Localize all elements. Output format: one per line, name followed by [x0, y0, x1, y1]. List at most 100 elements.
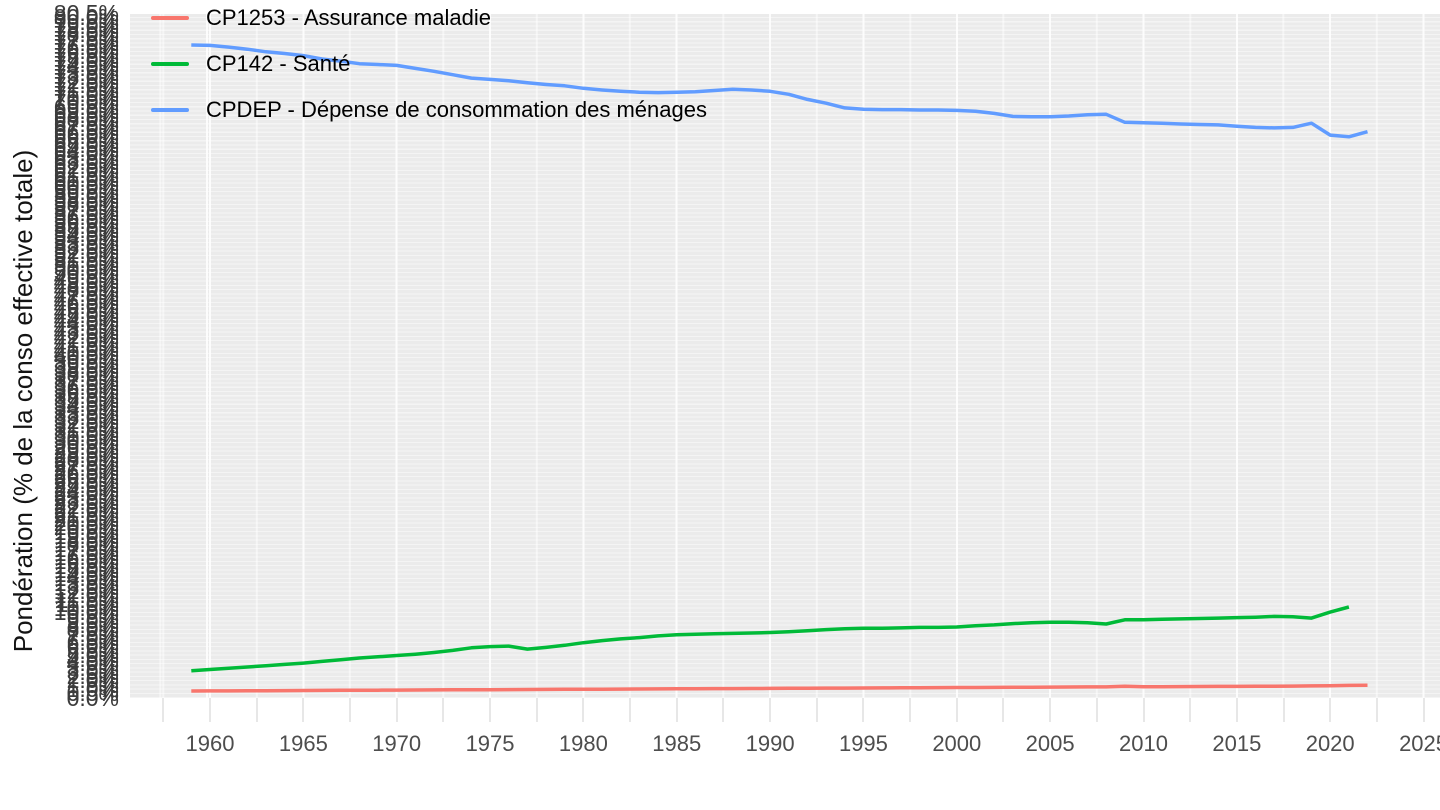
y-axis-tick-label: 52.0%	[53, 242, 119, 269]
y-axis-tick-label: 5.5%	[66, 637, 119, 664]
y-axis-tick-label: 4.5%	[66, 646, 119, 673]
y-axis-tick-label: 71.0%	[53, 80, 119, 107]
x-axis-tick	[955, 698, 958, 722]
y-axis-tick-label: 13.5%	[53, 569, 119, 596]
y-axis-tick-label: 47.0%	[53, 284, 119, 311]
y-axis-tick-label: 49.5%	[53, 263, 119, 290]
y-axis-tick-label: 7.0%	[66, 624, 119, 651]
y-axis-tick-label: 23.0%	[53, 488, 119, 515]
x-axis-tick	[1282, 698, 1285, 722]
x-axis-tick-label: 1975	[465, 731, 515, 756]
y-axis-tick-label: 75.5%	[53, 42, 119, 69]
x-axis-tick-label: 2025	[1399, 731, 1440, 756]
x-axis-tick-label: 2010	[1119, 731, 1168, 756]
x-axis-tick	[815, 698, 818, 722]
y-axis-tick-label: 22.0%	[53, 497, 119, 524]
y-axis-tick-label: 29.5%	[53, 433, 119, 460]
y-axis-tick-label: 28.0%	[53, 446, 119, 473]
y-axis-tick-label: 17.5%	[53, 535, 119, 562]
y-axis-tick-label: 2.5%	[66, 663, 119, 690]
y-axis-tick-label: 54.0%	[53, 225, 119, 252]
y-axis-tick-label: 11.0%	[55, 590, 119, 617]
y-axis-tick-label: 79.5%	[53, 8, 119, 35]
x-axis-tick	[582, 698, 585, 722]
y-axis-tick-label: 68.0%	[53, 106, 119, 133]
y-axis-tick-label: 10.5%	[53, 595, 119, 622]
y-axis-tick-label: 55.0%	[53, 216, 119, 243]
y-axis-tick-label: 57.0%	[53, 199, 119, 226]
x-axis-tick	[209, 698, 211, 722]
y-axis-tick-label: 60.0%	[53, 174, 119, 201]
legend-item-cp142: CP142 - Santé	[151, 51, 707, 77]
legend-key-line-green	[151, 62, 189, 66]
y-axis-tick-label: 33.0%	[53, 403, 119, 430]
y-axis-tick-label: 78.5%	[53, 17, 119, 43]
y-axis-tick-label: 9.5%	[66, 603, 119, 630]
y-axis-tick-label: 40.5%	[53, 340, 119, 367]
y-axis-tick-label: 35.5%	[53, 382, 119, 409]
y-axis-tick-label: 11.5%	[55, 586, 119, 613]
y-axis-tick-label: 46.5%	[53, 289, 119, 316]
y-axis-tick-label: 50.5%	[53, 255, 119, 282]
y-axis-tick-label: 56.5%	[53, 204, 119, 231]
x-axis-tick	[1049, 698, 1052, 722]
y-axis-tick-label: 64.5%	[53, 136, 119, 163]
y-axis-tick-label: 32.5%	[53, 408, 119, 435]
legend-item-cp1253: CP1253 - Assurance maladie	[151, 5, 707, 31]
y-axis-tick-label: 21.5%	[53, 501, 119, 528]
y-axis-tick-label: 34.0%	[53, 395, 119, 422]
y-axis-tick-label: 67.5%	[53, 110, 119, 137]
x-axis-tick	[535, 698, 538, 722]
y-axis-tick-label: 8.5%	[66, 612, 119, 639]
y-axis-tick-label: 12.0%	[53, 582, 119, 609]
y-axis-tick-label: 53.5%	[53, 229, 119, 256]
x-axis-tick-label: 2005	[1025, 731, 1075, 756]
y-axis-tick-label: 76.5%	[53, 34, 119, 61]
x-axis-tick	[1422, 698, 1425, 722]
y-axis-tick-label: 44.5%	[53, 306, 119, 333]
legend: CP1253 - Assurance maladie CP142 - Santé…	[151, 5, 707, 143]
y-axis-tick-label: 26.0%	[53, 463, 119, 490]
y-axis-tick-label: 26.5%	[53, 459, 119, 486]
y-axis-tick-label: 7.5%	[66, 620, 119, 647]
y-axis-tick-label: 31.0%	[53, 420, 119, 447]
y-axis-tick-label: 22.5%	[53, 493, 119, 520]
y-axis-tick-label: 3.0%	[66, 658, 119, 685]
x-axis-tick	[302, 698, 305, 722]
x-axis-tick	[722, 698, 725, 722]
y-axis-tick-label: 65.5%	[53, 127, 119, 154]
y-axis-tick-label: 48.5%	[53, 272, 119, 299]
legend-key-line-blue	[151, 108, 189, 112]
x-axis-tick	[862, 698, 865, 722]
y-axis-tick-label: 12.5%	[53, 578, 119, 605]
x-axis-tick	[395, 698, 398, 722]
y-axis-tick-label: 25.0%	[53, 471, 119, 498]
y-axis-tick-label: 35.0%	[53, 386, 119, 413]
y-axis-tick-label: 47.5%	[53, 280, 119, 307]
x-axis-tick-label: 1970	[372, 731, 422, 756]
y-axis-tick-label: 19.0%	[53, 522, 119, 549]
y-axis-tick-label: 68.5%	[53, 102, 119, 129]
x-axis-tick	[629, 698, 632, 722]
y-axis-tick-label: 49.0%	[53, 267, 119, 294]
x-axis-tick-label: 1985	[652, 731, 702, 756]
x-axis-tick	[1002, 698, 1005, 722]
y-axis-tick-label: 72.5%	[53, 68, 119, 95]
y-axis-tick-label: 41.0%	[53, 335, 119, 362]
y-axis-tick-label: 38.0%	[53, 361, 119, 388]
x-axis-tick-label: 2015	[1212, 731, 1262, 756]
y-axis-tick-label: 59.0%	[53, 182, 119, 209]
y-axis-tick-label: 52.5%	[53, 238, 119, 265]
y-axis-tick-label: 79.0%	[53, 12, 119, 39]
y-axis-tick-label: 69.5%	[53, 93, 119, 120]
x-axis-tick	[1095, 698, 1098, 722]
y-axis-tick-label: 80.0%	[53, 4, 119, 31]
y-axis-tick-label: 21.0%	[53, 505, 119, 532]
y-axis-tick-label: 80.5%	[53, 0, 119, 26]
x-axis-tick-label: 1995	[838, 731, 888, 756]
x-axis-tick	[349, 698, 352, 722]
y-axis-tick-label: 77.0%	[53, 29, 119, 56]
y-axis-tick-label: 45.0%	[53, 301, 119, 328]
y-axis-tick-label: 61.5%	[53, 161, 119, 188]
